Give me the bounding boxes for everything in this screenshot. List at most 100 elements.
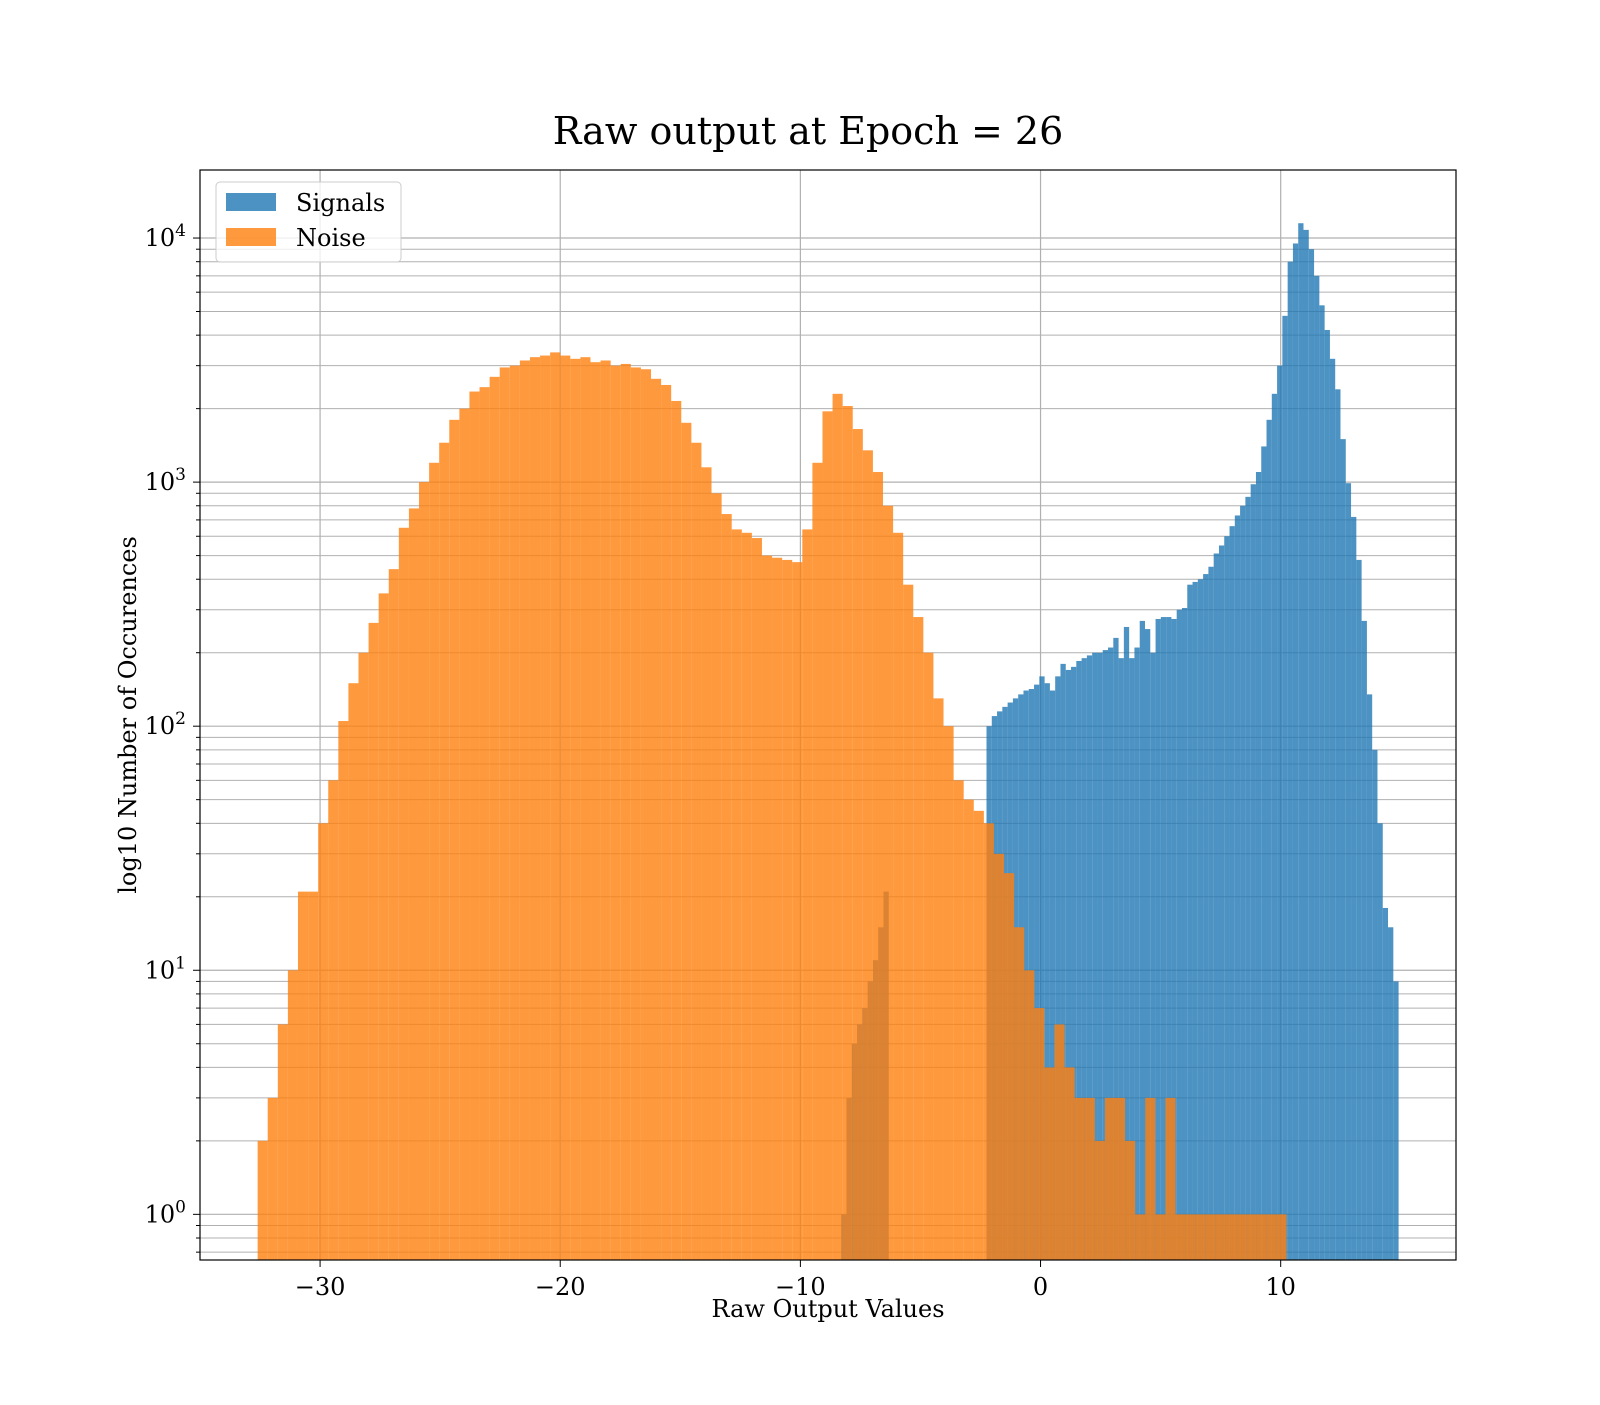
histogram-bar-noise (872, 472, 883, 1260)
histogram-bar-noise (388, 569, 399, 1260)
histogram-bar-signals (1129, 658, 1135, 1260)
histogram-bar-signals (1266, 419, 1272, 1260)
histogram-bar-signals (1335, 389, 1341, 1260)
histogram-bar-noise (691, 442, 702, 1261)
histogram-bar-signals (1044, 683, 1050, 1260)
y-axis-ticks: 100 101 102 103 104 (145, 221, 200, 1253)
histogram-bar-noise (519, 360, 530, 1260)
histogram-bar-noise (489, 376, 500, 1261)
y-tick-label: 102 (145, 709, 186, 740)
histogram-bar-noise (590, 362, 601, 1260)
histogram-bar-signals (1250, 484, 1256, 1260)
histogram-bar-signals (1155, 618, 1161, 1260)
histogram-bar-noise (681, 422, 692, 1260)
histogram-bar-noise (1225, 1214, 1237, 1260)
histogram-bar-noise (883, 505, 894, 1260)
histogram-bar-signals (1229, 526, 1235, 1260)
histogram-bar-signals (1255, 472, 1262, 1260)
histogram-bar-signals (1181, 607, 1188, 1260)
histogram-bar-signals (1356, 559, 1362, 1260)
histogram-bar-noise (1185, 1214, 1196, 1260)
histogram-bar-noise (449, 419, 460, 1260)
legend-label-signals: Signals (296, 189, 385, 217)
histogram-bar-signals (1393, 981, 1399, 1260)
histogram-bar-noise (1054, 1024, 1065, 1260)
histogram-bar-noise (600, 360, 611, 1260)
histogram-bar-signals (1192, 581, 1198, 1260)
histogram-bar-signals (1345, 483, 1352, 1260)
histogram-bar-noise (398, 527, 409, 1260)
histogram-bar-noise (1215, 1214, 1226, 1260)
histogram-bar-signals (1071, 666, 1077, 1260)
histogram-bar-signals (1102, 650, 1109, 1260)
histogram-bar-signals (1287, 261, 1293, 1260)
histogram-bar-signals (1034, 684, 1040, 1260)
histogram-bar-noise (368, 622, 379, 1260)
histogram-bar-signals (1150, 652, 1156, 1260)
histogram-bar-noise (741, 532, 752, 1260)
histogram-bar-signals (1324, 329, 1330, 1260)
y-axis-label: log10 Number of Occurences (114, 536, 142, 894)
x-axis-ticks: −30 −20 −10 0 10 (295, 1260, 1296, 1301)
histogram-bar-noise (580, 357, 591, 1260)
histogram-bar-noise (953, 780, 964, 1260)
histogram-bar-signals (1139, 620, 1145, 1260)
histogram-bar-signals (1049, 690, 1056, 1260)
histogram-bar-signals (1382, 907, 1389, 1260)
histogram-bar-signals (1092, 652, 1098, 1260)
histogram-bar-signals (1240, 505, 1246, 1260)
histogram-bar-noise (1074, 1097, 1085, 1260)
histogram-bar-signals (1166, 617, 1172, 1260)
histogram-bar-noise (297, 891, 309, 1260)
histogram-bar-noise (731, 529, 742, 1260)
histogram-bar-noise (973, 810, 984, 1260)
histogram-bar-signals (1176, 609, 1182, 1260)
histogram-bar-noise (429, 462, 440, 1260)
histogram-bar-signals (1113, 637, 1119, 1260)
histogram-bar-noise (1246, 1214, 1257, 1260)
histogram-bar-noise (1175, 1214, 1186, 1260)
histogram-bar-signals (1340, 439, 1346, 1260)
histogram-bar-noise (267, 1097, 278, 1260)
histogram-bar-noise (378, 593, 389, 1260)
legend: Signals Noise (215, 181, 402, 263)
histogram-bar-noise (570, 358, 581, 1260)
legend-label-noise: Noise (296, 224, 366, 252)
histogram-bar-noise (540, 355, 551, 1260)
histogram-bar-signals (1187, 584, 1193, 1260)
histogram-bar-noise (1004, 873, 1015, 1260)
histogram-bar-noise (812, 462, 823, 1260)
histogram-bar-noise (852, 429, 863, 1260)
histogram-bar-noise (479, 387, 490, 1260)
histogram-bar-noise (1044, 1067, 1055, 1260)
histogram-bar-signals (1123, 626, 1130, 1260)
histogram-bar-noise (711, 493, 722, 1260)
histogram-bar-noise (1125, 1140, 1136, 1260)
histogram-bar-signals (1171, 618, 1177, 1260)
histogram-bar-noise (661, 384, 672, 1261)
histogram-bar-signals (1388, 927, 1394, 1260)
histogram-bar-signals (1213, 553, 1219, 1260)
histogram-bar-noise (308, 891, 319, 1260)
histogram-bar-noise (802, 529, 813, 1260)
histogram-bar-noise (993, 853, 1005, 1260)
histogram-bar-noise (792, 562, 803, 1260)
histogram-bar-signals (1277, 365, 1283, 1260)
histogram-bar-signals (1351, 516, 1357, 1260)
histogram-bar-noise (963, 799, 974, 1260)
histogram-bar-noise (1104, 1097, 1115, 1260)
histogram-bar-noise (630, 367, 641, 1260)
x-tick-label: −10 (775, 1273, 826, 1301)
histogram-bar-noise (1024, 970, 1035, 1260)
histogram-bar-noise (1205, 1214, 1216, 1260)
histogram-bar-noise (1135, 1214, 1146, 1260)
y-tick-label: 101 (145, 953, 186, 984)
legend-swatch-signals (226, 193, 276, 211)
histogram-bar-signals (1329, 358, 1336, 1260)
histogram-bar-signals (1308, 249, 1315, 1260)
histogram-bar-signals (1298, 223, 1304, 1261)
histogram-bar-noise (620, 363, 631, 1260)
histogram-bar-signals (1377, 823, 1383, 1260)
histogram-bar-noise (550, 352, 561, 1260)
